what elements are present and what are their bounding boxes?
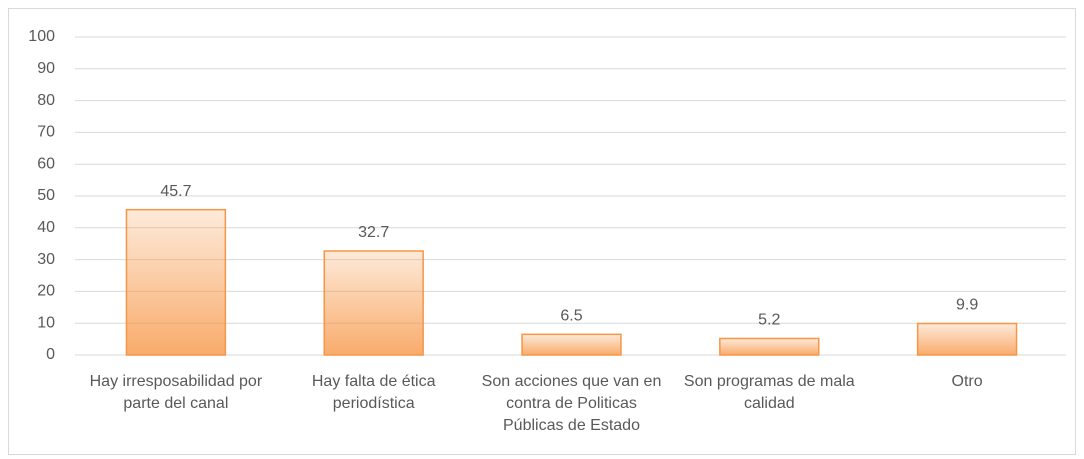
bar bbox=[521, 333, 622, 356]
y-tick-label: 40 bbox=[37, 219, 55, 236]
x-tick-label: Son programas de mala calidad bbox=[683, 373, 855, 412]
y-tick-label: 10 bbox=[37, 314, 55, 331]
data-label: 45.7 bbox=[160, 183, 191, 200]
data-label: 9.9 bbox=[956, 297, 978, 314]
y-tick-label: 80 bbox=[37, 92, 55, 109]
data-label: 5.2 bbox=[758, 312, 780, 329]
y-tick-label: 70 bbox=[37, 124, 55, 141]
bar bbox=[916, 322, 1018, 356]
chart-border bbox=[8, 8, 1076, 455]
y-tick-label: 100 bbox=[28, 28, 55, 45]
y-tick-label: 20 bbox=[37, 283, 55, 300]
y-tick-label: 90 bbox=[37, 60, 55, 77]
y-tick-label: 30 bbox=[37, 251, 55, 268]
x-tick-label: Hay falta de ética periodística bbox=[311, 373, 436, 412]
x-tick-label: Hay irresposabilidad por parte del canal bbox=[89, 373, 263, 412]
x-tick-label: Otro bbox=[951, 373, 983, 390]
data-label: 6.5 bbox=[560, 308, 582, 325]
bar bbox=[719, 337, 820, 356]
y-tick-label: 0 bbox=[46, 346, 55, 363]
y-tick-label: 50 bbox=[37, 187, 55, 204]
data-label: 32.7 bbox=[358, 224, 389, 241]
bar bbox=[125, 208, 227, 356]
x-tick-label: Son acciones que van en contra de Politi… bbox=[481, 373, 662, 434]
bar bbox=[323, 250, 424, 356]
y-tick-label: 60 bbox=[37, 155, 55, 172]
